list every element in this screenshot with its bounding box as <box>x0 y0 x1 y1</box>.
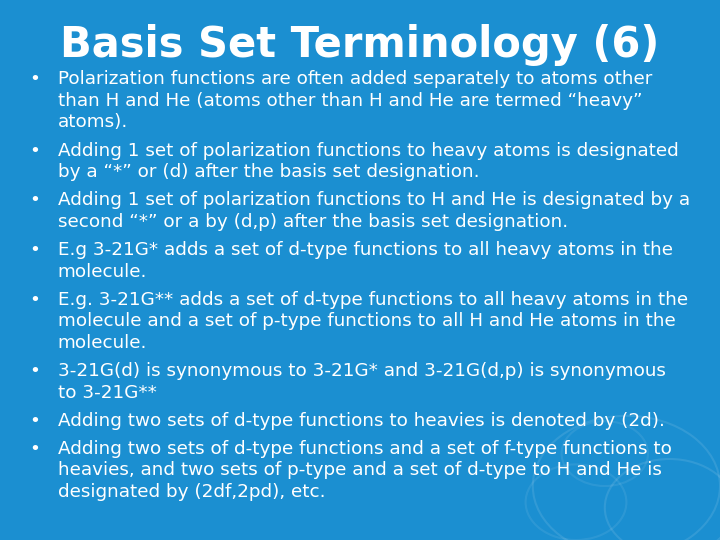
Text: •: • <box>29 440 40 457</box>
Text: than H and He (atoms other than H and He are termed “heavy”: than H and He (atoms other than H and He… <box>58 92 642 110</box>
Text: molecule.: molecule. <box>58 334 147 352</box>
Text: by a “*” or (d) after the basis set designation.: by a “*” or (d) after the basis set desi… <box>58 163 479 181</box>
Text: E.g 3-21G* adds a set of d-type functions to all heavy atoms in the: E.g 3-21G* adds a set of d-type function… <box>58 241 672 259</box>
Text: •: • <box>29 362 40 380</box>
Text: Adding two sets of d-type functions to heavies is denoted by (2d).: Adding two sets of d-type functions to h… <box>58 411 665 429</box>
Text: 3-21G(d) is synonymous to 3-21G* and 3-21G(d,p) is synonymous: 3-21G(d) is synonymous to 3-21G* and 3-2… <box>58 362 665 380</box>
Text: •: • <box>29 411 40 429</box>
Text: Adding 1 set of polarization functions to heavy atoms is designated: Adding 1 set of polarization functions t… <box>58 141 678 159</box>
Text: atoms).: atoms). <box>58 113 128 131</box>
Text: heavies, and two sets of p-type and a set of d-type to H and He is: heavies, and two sets of p-type and a se… <box>58 461 662 480</box>
Text: Polarization functions are often added separately to atoms other: Polarization functions are often added s… <box>58 70 652 88</box>
Text: molecule and a set of p-type functions to all H and He atoms in the: molecule and a set of p-type functions t… <box>58 312 675 330</box>
Text: E.g. 3-21G** adds a set of d-type functions to all heavy atoms in the: E.g. 3-21G** adds a set of d-type functi… <box>58 291 688 308</box>
Text: •: • <box>29 70 40 88</box>
Text: second “*” or a by (d,p) after the basis set designation.: second “*” or a by (d,p) after the basis… <box>58 213 568 231</box>
Text: designated by (2df,2pd), etc.: designated by (2df,2pd), etc. <box>58 483 325 501</box>
Text: •: • <box>29 191 40 209</box>
Text: Basis Set Terminology (6): Basis Set Terminology (6) <box>60 24 660 66</box>
Text: •: • <box>29 291 40 308</box>
Text: Adding 1 set of polarization functions to H and He is designated by a: Adding 1 set of polarization functions t… <box>58 191 690 209</box>
Text: Adding two sets of d-type functions and a set of f-type functions to: Adding two sets of d-type functions and … <box>58 440 672 457</box>
Text: to 3-21G**: to 3-21G** <box>58 383 156 402</box>
Text: •: • <box>29 141 40 159</box>
Text: •: • <box>29 241 40 259</box>
Text: molecule.: molecule. <box>58 262 147 280</box>
